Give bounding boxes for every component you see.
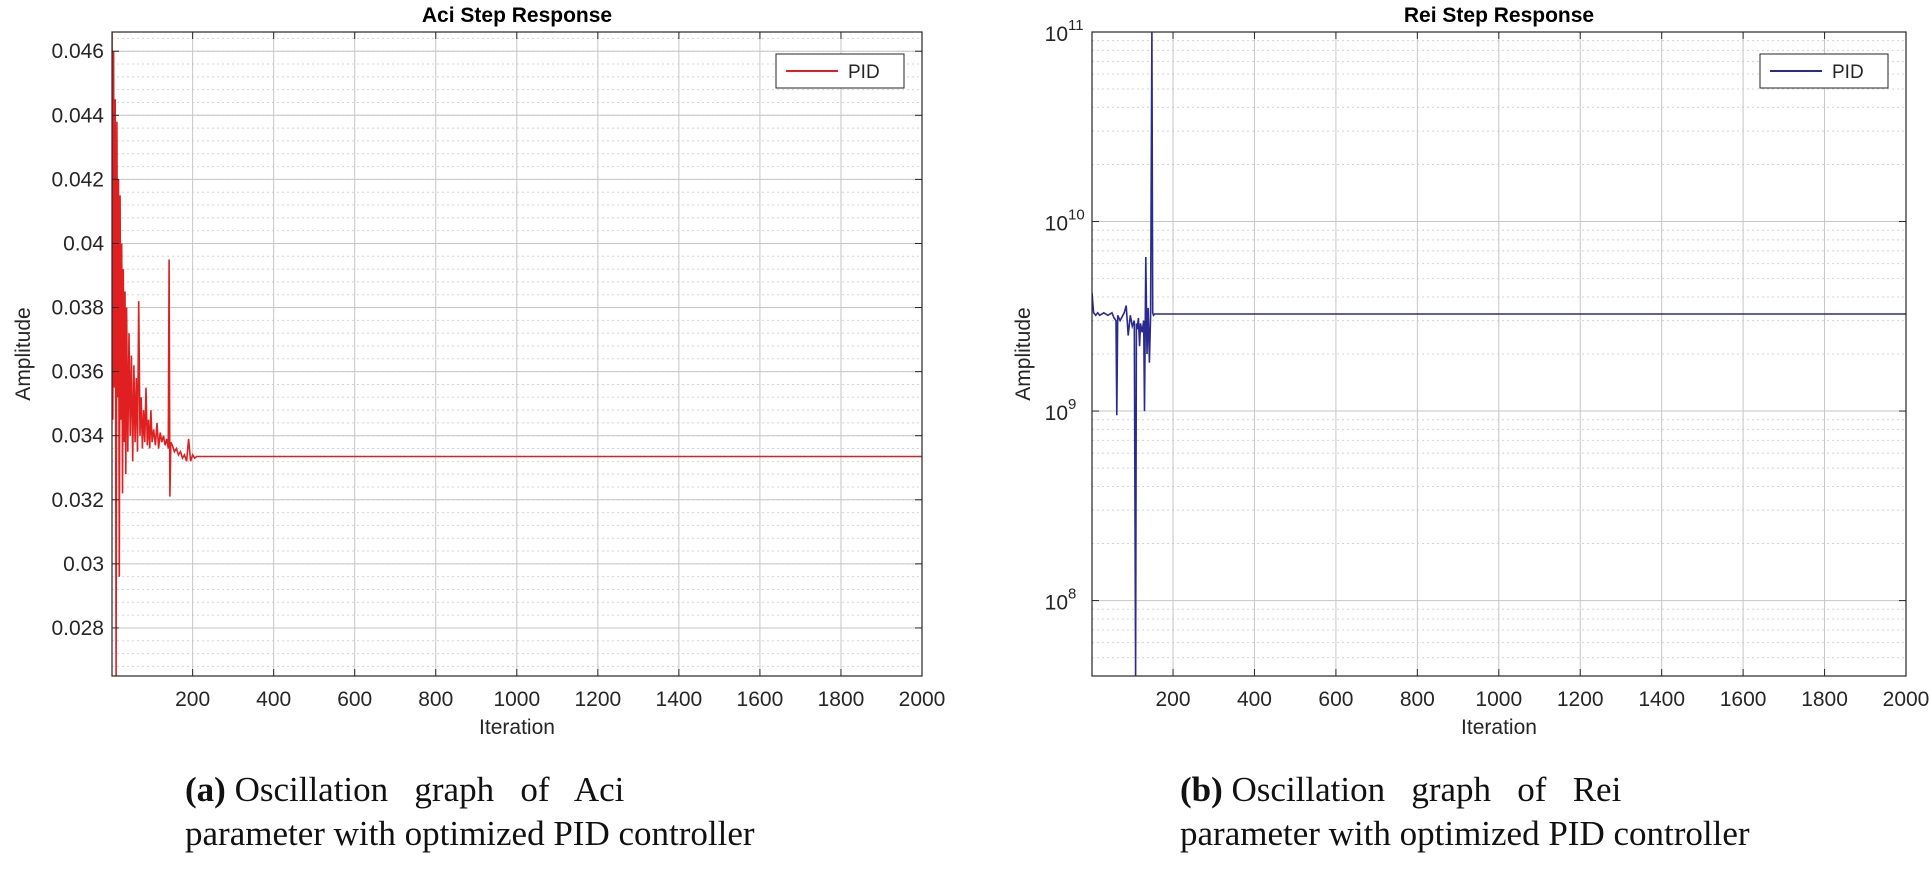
y-tick-label: 0.034	[51, 425, 104, 448]
y-tick-label: 0.028	[51, 617, 104, 640]
x-tick-label: 1000	[1475, 688, 1522, 711]
caption-a-label: (a)	[185, 770, 226, 809]
series-line-pid	[112, 32, 922, 676]
y-tick-label: 0.038	[51, 297, 104, 320]
x-tick-label: 600	[337, 688, 372, 711]
x-tick-label: 1600	[1720, 688, 1767, 711]
y-axis-label: Amplitude	[12, 307, 35, 400]
y-tick-exponent: 10	[1068, 207, 1085, 224]
y-tick-label: 0.046	[51, 40, 104, 63]
y-tick-label: 0.03	[63, 553, 104, 576]
x-tick-label: 400	[1237, 688, 1272, 711]
y-tick-label: 10	[1045, 23, 1068, 46]
legend-label: PID	[848, 62, 880, 83]
chart-title: Rei Step Response	[1404, 4, 1594, 27]
x-tick-label: 2000	[1883, 688, 1930, 711]
x-tick-label: 200	[175, 688, 210, 711]
x-tick-label: 1200	[574, 688, 621, 711]
x-tick-label: 1400	[1638, 688, 1685, 711]
tick-marks	[112, 32, 923, 676]
series-line-pid	[1092, 32, 1906, 676]
y-tick-exponent: 9	[1068, 396, 1076, 413]
major-grid	[112, 32, 922, 676]
x-tick-label: 1400	[656, 688, 703, 711]
chart-title: Aci Step Response	[422, 4, 612, 27]
x-tick-label: 1000	[493, 688, 540, 711]
x-tick-label: 200	[1156, 688, 1191, 711]
y-tick-label: 10	[1045, 213, 1068, 236]
y-tick-label: 10	[1045, 592, 1068, 615]
y-tick-label: 0.044	[51, 104, 104, 127]
caption-a-line1: Oscillation graph of Aci	[234, 770, 625, 809]
tick-marks	[1092, 31, 1907, 676]
caption-a-line2: parameter with optimized PID controller	[185, 814, 755, 853]
legend-label: PID	[1832, 62, 1864, 83]
x-axis-label: Iteration	[479, 716, 555, 739]
x-axis-label: Iteration	[1461, 716, 1537, 739]
x-tick-label: 2000	[899, 688, 946, 711]
caption-b-line1: Oscillation graph of Rei	[1231, 770, 1622, 809]
caption-b-line2: parameter with optimized PID controller	[1180, 814, 1750, 853]
y-tick-label: 0.04	[63, 232, 104, 255]
x-tick-label: 800	[418, 688, 453, 711]
y-tick-exponent: 11	[1068, 17, 1084, 34]
x-tick-label: 800	[1400, 688, 1435, 711]
x-tick-label: 1600	[737, 688, 784, 711]
x-tick-label: 1200	[1557, 688, 1604, 711]
chart-aci-step-response: 200 400 600 800 1000 1200 1400 1600 1800 2000 0.02…	[12, 4, 945, 739]
legend: PID	[775, 53, 905, 89]
y-axis-label: Amplitude	[1012, 307, 1035, 400]
x-tick-label: 1800	[818, 688, 865, 711]
y-tick-exponent: 8	[1068, 586, 1076, 603]
y-tick-label: 10	[1045, 402, 1068, 425]
x-tick-label: 1800	[1801, 688, 1848, 711]
y-tick-label: 0.042	[51, 168, 104, 191]
caption-b: (b) Oscillation graph of Rei parameter w…	[1180, 768, 1750, 856]
caption-a: (a) Oscillation graph of Aci parameter w…	[185, 768, 755, 856]
legend: PID	[1759, 53, 1889, 89]
y-tick-label: 0.032	[51, 489, 104, 512]
caption-b-label: (b)	[1180, 770, 1223, 809]
x-tick-label: 600	[1318, 688, 1353, 711]
x-tick-label: 400	[256, 688, 291, 711]
y-tick-label: 0.036	[51, 361, 104, 384]
